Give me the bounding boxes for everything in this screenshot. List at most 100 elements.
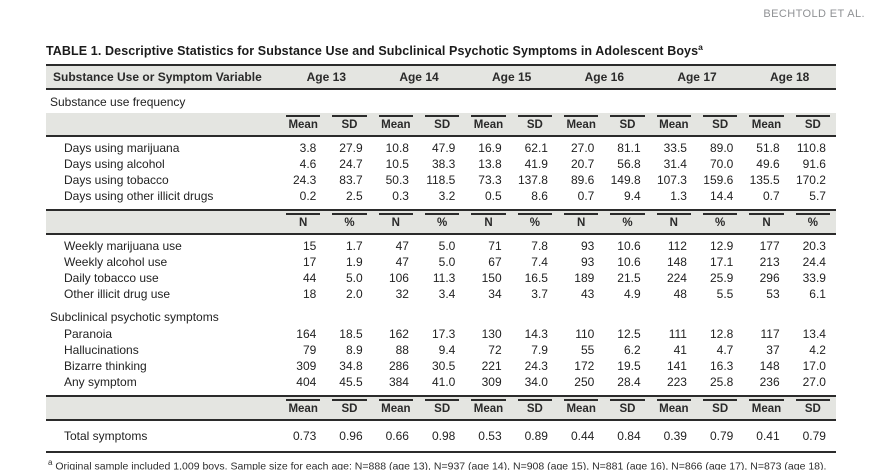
cell-value: 19.5 xyxy=(617,359,641,374)
cell-value: 10.6 xyxy=(617,239,641,254)
cell-value: 13.8 xyxy=(478,157,502,172)
cell-value: 296 xyxy=(759,271,780,286)
cell-value: 18 xyxy=(302,287,317,302)
stat-header-band: N% N% N% N% N% N% xyxy=(46,209,836,236)
cell-value: 213 xyxy=(759,255,780,270)
cell-value: 34.0 xyxy=(524,375,548,390)
table-row: Paranoia 164 18.5 162 17.3 130 14.3 110 12.5 111 1… xyxy=(46,326,836,342)
cell-value: 89.6 xyxy=(570,173,595,188)
stat-header-cell: Mean xyxy=(743,113,789,135)
cell-value: 93 xyxy=(580,255,595,270)
cell-value: 34.8 xyxy=(339,359,363,374)
row-label: Days using other illicit drugs xyxy=(64,189,214,204)
cell-value: 5.5 xyxy=(716,287,734,302)
row-label: Hallucinations xyxy=(64,343,139,358)
cell-value: 25.8 xyxy=(709,375,734,390)
cell-value: 0.44 xyxy=(570,429,595,444)
cell-value: 44 xyxy=(302,271,317,286)
cell-value: 47 xyxy=(395,255,409,270)
table-row: Total symptoms 0.73 0.96 0.66 0.98 0.53 0.89 0.… xyxy=(46,421,836,454)
cell-value: 70.0 xyxy=(709,157,734,172)
cell-value: 11.3 xyxy=(432,271,456,286)
cell-value: 112 xyxy=(667,239,687,254)
table-row: Other illicit drug use 18 2.0 32 3.4 34 3.7 43 4… xyxy=(46,286,836,305)
cell-value: 250 xyxy=(574,375,595,390)
table-container: TABLE 1. Descriptive Statistics for Subs… xyxy=(46,42,836,470)
cell-value: 27.0 xyxy=(802,375,826,390)
cell-value: 48 xyxy=(673,287,687,302)
cell-value: 0.3 xyxy=(392,189,409,204)
cell-value: 91.6 xyxy=(802,157,826,172)
stat-header-band: Mean SD Mean SD Mean SD Mean SD Mean SD Mean SD xyxy=(46,395,836,422)
stat-header-cell: Mean xyxy=(558,113,604,135)
cell-value: 4.7 xyxy=(716,343,734,358)
table-row: Any symptom 404 45.5 384 41.0 309 34.0 250 28.4 2… xyxy=(46,374,836,393)
stat-header-cell: SD xyxy=(419,397,465,419)
stat-header-cell: SD xyxy=(697,113,743,135)
cell-value: 0.66 xyxy=(385,429,409,444)
cell-value: 5.0 xyxy=(438,255,456,270)
cell-value: 3.8 xyxy=(299,141,317,156)
cell-value: 309 xyxy=(296,359,317,374)
cell-value: 162 xyxy=(388,327,409,342)
stat-header-spacer xyxy=(46,397,280,419)
cell-value: 0.53 xyxy=(478,429,502,444)
table-row: Daily tobacco use 44 5.0 106 11.3 150 16.5 189 2… xyxy=(46,270,836,286)
title-footnote-marker: a xyxy=(698,42,703,52)
cell-value: 9.4 xyxy=(438,343,456,358)
cell-value: 6.1 xyxy=(809,287,826,302)
cell-value: 10.8 xyxy=(385,141,409,156)
cell-value: 12.5 xyxy=(617,327,641,342)
table-row: Hallucinations 79 8.9 88 9.4 72 7.9 55 6.2 41 4.7 3… xyxy=(46,342,836,358)
cell-value: 159.6 xyxy=(703,173,734,188)
row-label: Daily tobacco use xyxy=(64,271,159,286)
cell-value: 9.4 xyxy=(623,189,641,204)
cell-value: 0.98 xyxy=(431,429,456,444)
cell-value: 137.8 xyxy=(517,173,548,188)
cell-value: 31.4 xyxy=(663,157,687,172)
cell-value: 110.8 xyxy=(796,141,826,156)
cell-value: 0.5 xyxy=(484,189,502,204)
stat-header-band: Mean SD Mean SD Mean SD Mean SD Mean SD Mean SD xyxy=(46,113,836,138)
cell-value: 17.1 xyxy=(709,255,734,270)
footnote-marker: a xyxy=(48,458,53,468)
stat-header-spacer xyxy=(46,211,280,233)
cell-value: 16.9 xyxy=(478,141,502,156)
stat-header-cell: SD xyxy=(790,397,836,419)
cell-value: 25.9 xyxy=(709,271,734,286)
cell-value: 148 xyxy=(759,359,780,374)
cell-value: 47 xyxy=(395,239,409,254)
stat-header-cell: N xyxy=(373,211,419,233)
cell-value: 16.5 xyxy=(524,271,548,286)
cell-value: 117 xyxy=(760,327,780,342)
cell-value: 49.6 xyxy=(756,157,780,172)
stat-header-cell: SD xyxy=(790,113,836,135)
cell-value: 83.7 xyxy=(339,173,363,188)
stat-header-cell: SD xyxy=(604,397,650,419)
stat-header-cell: Mean xyxy=(373,397,419,419)
cell-value: 5.0 xyxy=(345,271,363,286)
stat-header-cell: Mean xyxy=(651,397,697,419)
cell-value: 88 xyxy=(395,343,409,358)
cell-value: 7.4 xyxy=(531,255,548,270)
row-label: Bizarre thinking xyxy=(64,359,147,374)
stat-header-cell: SD xyxy=(512,397,558,419)
cell-value: 53 xyxy=(766,287,780,302)
cell-value: 18.5 xyxy=(339,327,363,342)
table-row: Weekly marijuana use 15 1.7 47 5.0 71 7.8 93 10.… xyxy=(46,235,836,254)
footnote-text: Original sample included 1,009 boys. Sam… xyxy=(55,460,827,470)
cell-value: 62.1 xyxy=(524,141,548,156)
cell-value: 107.3 xyxy=(656,173,687,188)
cell-value: 93 xyxy=(580,239,595,254)
row-label: Other illicit drug use xyxy=(64,287,171,302)
cell-value: 5.7 xyxy=(809,189,826,204)
age-column-header: Age 16 xyxy=(584,70,624,85)
stat-header-cell: Mean xyxy=(558,397,604,419)
table-row: Bizarre thinking 309 34.8 286 30.5 221 24.3 172… xyxy=(46,358,836,374)
stat-header-spacer xyxy=(46,113,280,135)
cell-value: 50.3 xyxy=(385,173,409,188)
cell-value: 0.89 xyxy=(524,429,548,444)
cell-value: 150 xyxy=(481,271,502,286)
stat-header-cell: % xyxy=(604,211,650,233)
